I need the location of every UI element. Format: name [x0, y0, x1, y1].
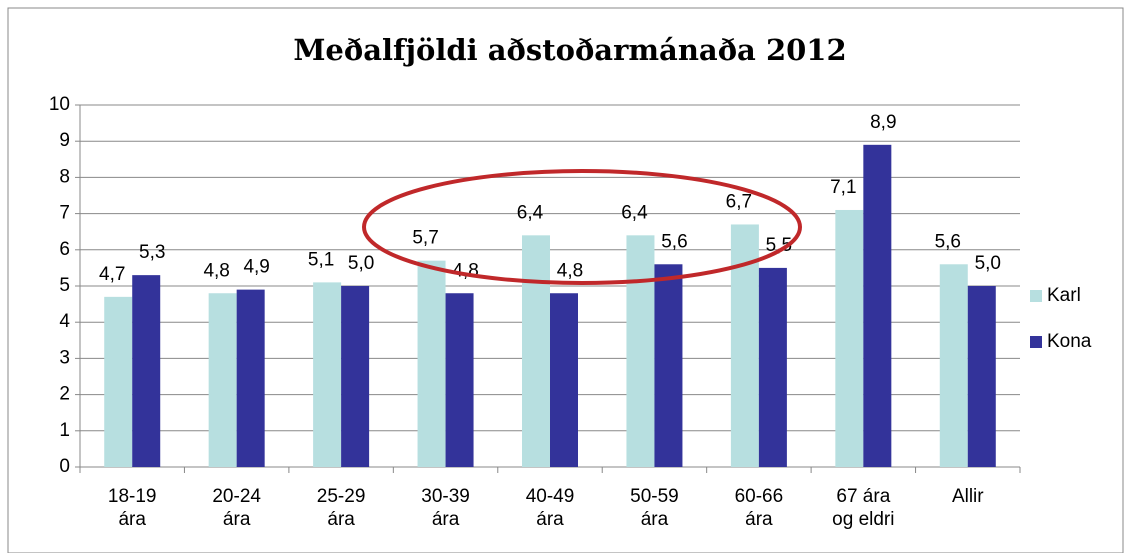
y-tick-label: 6: [59, 239, 70, 260]
bar: [835, 209, 864, 468]
x-tick-label: og eldri: [832, 509, 894, 530]
x-tick-label: 60-66: [735, 486, 784, 507]
value-label: 4,9: [243, 257, 269, 278]
value-label: 5,0: [348, 253, 374, 274]
bar: [445, 293, 474, 467]
x-tick-label: 50-59: [630, 486, 679, 507]
bar: [758, 267, 787, 467]
value-label: 6,4: [621, 202, 648, 223]
value-label: 4,7: [99, 264, 125, 285]
x-tick-label: ára: [223, 509, 251, 530]
y-tick-label: 5: [59, 275, 70, 296]
legend-swatch: [1030, 336, 1042, 348]
x-tick-label: ára: [641, 509, 669, 530]
bar: [236, 289, 265, 467]
value-label: 5,0: [975, 253, 1001, 274]
bar: [654, 264, 683, 467]
bar: [626, 235, 655, 467]
bar: [863, 144, 892, 467]
x-tick-label: 25-29: [317, 486, 366, 507]
y-tick-label: 8: [59, 166, 70, 187]
bar: [104, 296, 133, 467]
y-tick-label: 2: [59, 384, 70, 405]
x-tick-label: ára: [118, 509, 146, 530]
x-tick-label: ára: [432, 509, 460, 530]
highlight-ellipse: [362, 169, 802, 285]
legend-label: Karl: [1047, 285, 1081, 306]
bar: [208, 293, 237, 467]
y-tick-label: 10: [49, 94, 70, 115]
y-tick-label: 4: [59, 311, 70, 332]
bar: [550, 293, 578, 467]
bar: [341, 286, 370, 467]
y-tick-label: 7: [59, 203, 70, 224]
x-tick-label: ára: [536, 509, 564, 530]
value-label: 5,6: [661, 231, 687, 252]
x-tick-label: ára: [327, 509, 355, 530]
value-label: 7,1: [830, 177, 856, 198]
value-label: 5,7: [412, 228, 438, 249]
x-tick-label: 40-49: [526, 486, 575, 507]
y-tick-label: 0: [59, 456, 70, 477]
y-tick-label: 3: [59, 347, 70, 368]
x-tick-label: 18-19: [108, 486, 157, 507]
value-label: 5,1: [308, 249, 334, 270]
x-tick-label: 20-24: [212, 486, 261, 507]
bar: [313, 282, 342, 467]
value-label: 4,8: [452, 260, 478, 281]
bar: [132, 275, 161, 467]
legend-swatch: [1030, 290, 1042, 302]
value-label: 6,4: [517, 202, 544, 223]
value-label: 8,9: [870, 112, 896, 133]
x-tick-label: 67 ára: [836, 486, 890, 507]
legend-label: Kona: [1047, 331, 1092, 352]
value-label: 4,8: [557, 260, 583, 281]
x-tick-label: 30-39: [421, 486, 470, 507]
bar: [522, 235, 550, 467]
y-tick-label: 1: [59, 420, 70, 441]
value-label: 5,3: [139, 242, 165, 263]
bar: [939, 264, 968, 467]
value-label: 5,5: [766, 235, 792, 256]
bar: [417, 260, 446, 467]
y-tick-label: 9: [59, 130, 70, 151]
chart-title: Meðalfjöldi aðstoðarmánaða 2012: [293, 33, 846, 67]
value-label: 4,8: [203, 260, 229, 281]
value-label: 5,6: [935, 231, 961, 252]
value-label: 6,7: [726, 191, 752, 212]
bar: [967, 286, 996, 467]
plot-area: 01234567891018-19ára20-24ára25-29ára30-3…: [49, 94, 1092, 530]
x-tick-label: ára: [745, 509, 773, 530]
x-tick-label: Allir: [952, 486, 984, 507]
